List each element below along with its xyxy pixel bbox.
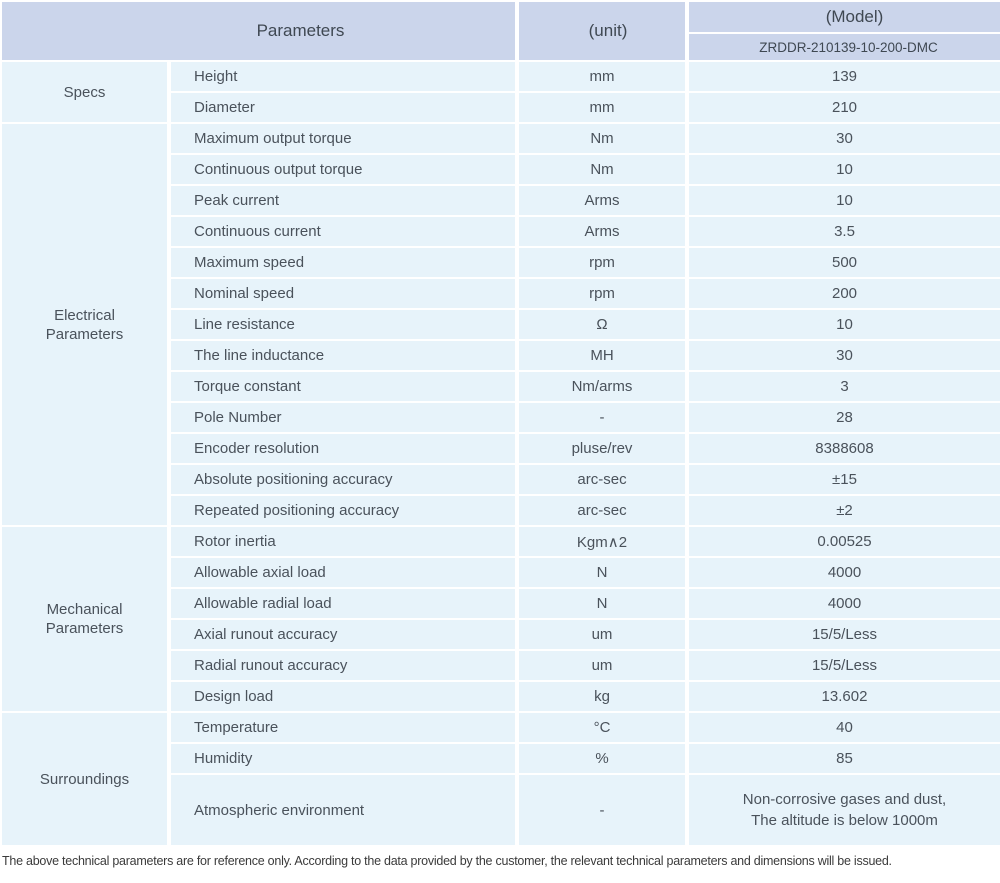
section-label-specs: Specs [2,62,167,122]
section-surroundings: Surroundings Temperature °C 40 Humidity … [2,713,1000,845]
unit-cell: um [519,620,685,649]
param-cell: Rotor inertia [171,527,515,556]
param-cell: Diameter [171,93,515,122]
value-cell: 15/5/Less [689,620,1000,649]
unit-cell: Nm/arms [519,372,685,401]
table-header: Parameters (unit) (Model) ZRDDR-210139-1… [2,2,1000,60]
value-cell: 10 [689,310,1000,339]
value-cell: ±15 [689,465,1000,494]
unit-cell: N [519,558,685,587]
param-cell: Allowable radial load [171,589,515,618]
unit-cell: rpm [519,248,685,277]
value-cell: 500 [689,248,1000,277]
param-cell: Axial runout accuracy [171,620,515,649]
section-electrical: Electrical Parameters Maximum output tor… [2,124,1000,525]
value-cell: Non-corrosive gases and dust, The altitu… [689,775,1000,845]
value-cell: 4000 [689,558,1000,587]
param-cell: Continuous current [171,217,515,246]
param-cell: Nominal speed [171,279,515,308]
unit-cell: Nm [519,124,685,153]
section-specs: Specs Height mm 139 Diameter mm 210 [2,62,1000,122]
unit-cell: - [519,403,685,432]
parameters-table: Parameters (unit) (Model) ZRDDR-210139-1… [2,2,1000,845]
param-cell: Design load [171,682,515,711]
param-cell: Atmospheric environment [171,775,515,845]
param-cell: Maximum speed [171,248,515,277]
unit-cell: arc-sec [519,496,685,525]
unit-cell: arc-sec [519,465,685,494]
section-label-electrical: Electrical Parameters [2,124,167,525]
param-cell: Height [171,62,515,91]
unit-cell: mm [519,93,685,122]
param-cell: Torque constant [171,372,515,401]
param-cell: Temperature [171,713,515,742]
value-cell: 3.5 [689,217,1000,246]
value-cell: 40 [689,713,1000,742]
unit-cell: Kgm∧2 [519,527,685,556]
value-cell: 10 [689,186,1000,215]
value-cell: 4000 [689,589,1000,618]
unit-cell: kg [519,682,685,711]
param-cell: Absolute positioning accuracy [171,465,515,494]
param-cell: Radial runout accuracy [171,651,515,680]
unit-cell: MH [519,341,685,370]
value-cell: 200 [689,279,1000,308]
param-cell: Peak current [171,186,515,215]
value-cell: 13.602 [689,682,1000,711]
header-unit: (unit) [519,2,685,60]
unit-cell: pluse/rev [519,434,685,463]
param-cell: Encoder resolution [171,434,515,463]
param-cell: Allowable axial load [171,558,515,587]
section-label-mechanical: Mechanical Parameters [2,527,167,711]
value-cell: 30 [689,341,1000,370]
param-cell: Repeated positioning accuracy [171,496,515,525]
unit-cell: Arms [519,186,685,215]
value-cell: 30 [689,124,1000,153]
param-cell: The line inductance [171,341,515,370]
section-label-surroundings: Surroundings [2,713,167,845]
header-model: (Model) [689,2,1000,32]
unit-cell: N [519,589,685,618]
value-cell: ±2 [689,496,1000,525]
unit-cell: mm [519,62,685,91]
value-cell: 15/5/Less [689,651,1000,680]
unit-cell: °C [519,713,685,742]
param-cell: Maximum output torque [171,124,515,153]
param-cell: Humidity [171,744,515,773]
unit-cell: rpm [519,279,685,308]
unit-cell: Arms [519,217,685,246]
value-cell: 85 [689,744,1000,773]
value-cell: 210 [689,93,1000,122]
header-parameters: Parameters [2,2,515,60]
value-cell: 10 [689,155,1000,184]
footer-note: The above technical parameters are for r… [2,854,892,868]
param-cell: Pole Number [171,403,515,432]
param-cell: Line resistance [171,310,515,339]
value-cell: 8388608 [689,434,1000,463]
unit-cell: Ω [519,310,685,339]
value-cell: 28 [689,403,1000,432]
section-mechanical: Mechanical Parameters Rotor inertia Kgm∧… [2,527,1000,711]
unit-cell: - [519,775,685,845]
param-cell: Continuous output torque [171,155,515,184]
header-model-code: ZRDDR-210139-10-200-DMC [689,34,1000,60]
value-cell: 3 [689,372,1000,401]
unit-cell: um [519,651,685,680]
unit-cell: % [519,744,685,773]
value-cell: 0.00525 [689,527,1000,556]
value-cell: 139 [689,62,1000,91]
unit-cell: Nm [519,155,685,184]
